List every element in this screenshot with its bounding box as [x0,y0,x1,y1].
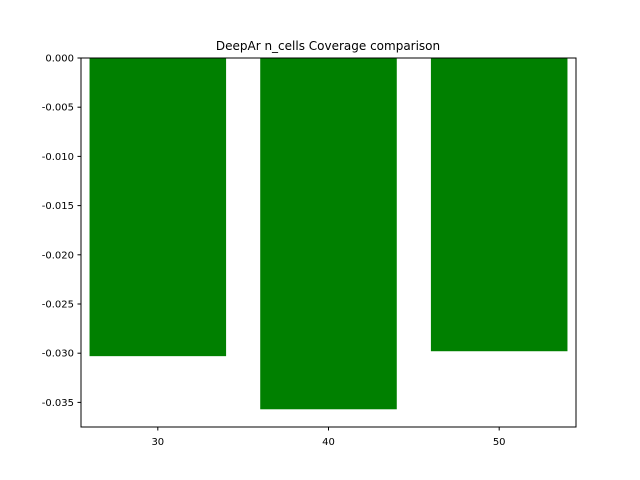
bar-40 [260,58,397,410]
x-tick-label: 30 [151,437,164,448]
bar-50 [430,58,568,352]
x-tick-label: 40 [322,437,335,448]
chart-title: DeepAr n_cells Coverage comparison [216,39,440,53]
y-tick-label: -0.005 [42,103,74,114]
bars-group [89,58,568,410]
y-tick-label: -0.030 [42,349,74,360]
y-tick-label: -0.035 [42,398,74,409]
y-tick-label: -0.010 [42,152,74,163]
y-tick-label: -0.015 [42,201,74,212]
y-tick-label: 0.000 [45,54,74,65]
y-axis-ticks: 0.000 -0.005 -0.010 -0.015 -0.020 -0.025 -0.03… [42,54,81,409]
y-tick-label: -0.025 [42,300,74,311]
x-axis-ticks: 30 40 50 [151,427,506,448]
y-tick-label: -0.020 [42,250,74,261]
plot-frame [80,57,577,428]
x-tick-label: 50 [493,437,506,448]
bar-30 [89,58,227,357]
